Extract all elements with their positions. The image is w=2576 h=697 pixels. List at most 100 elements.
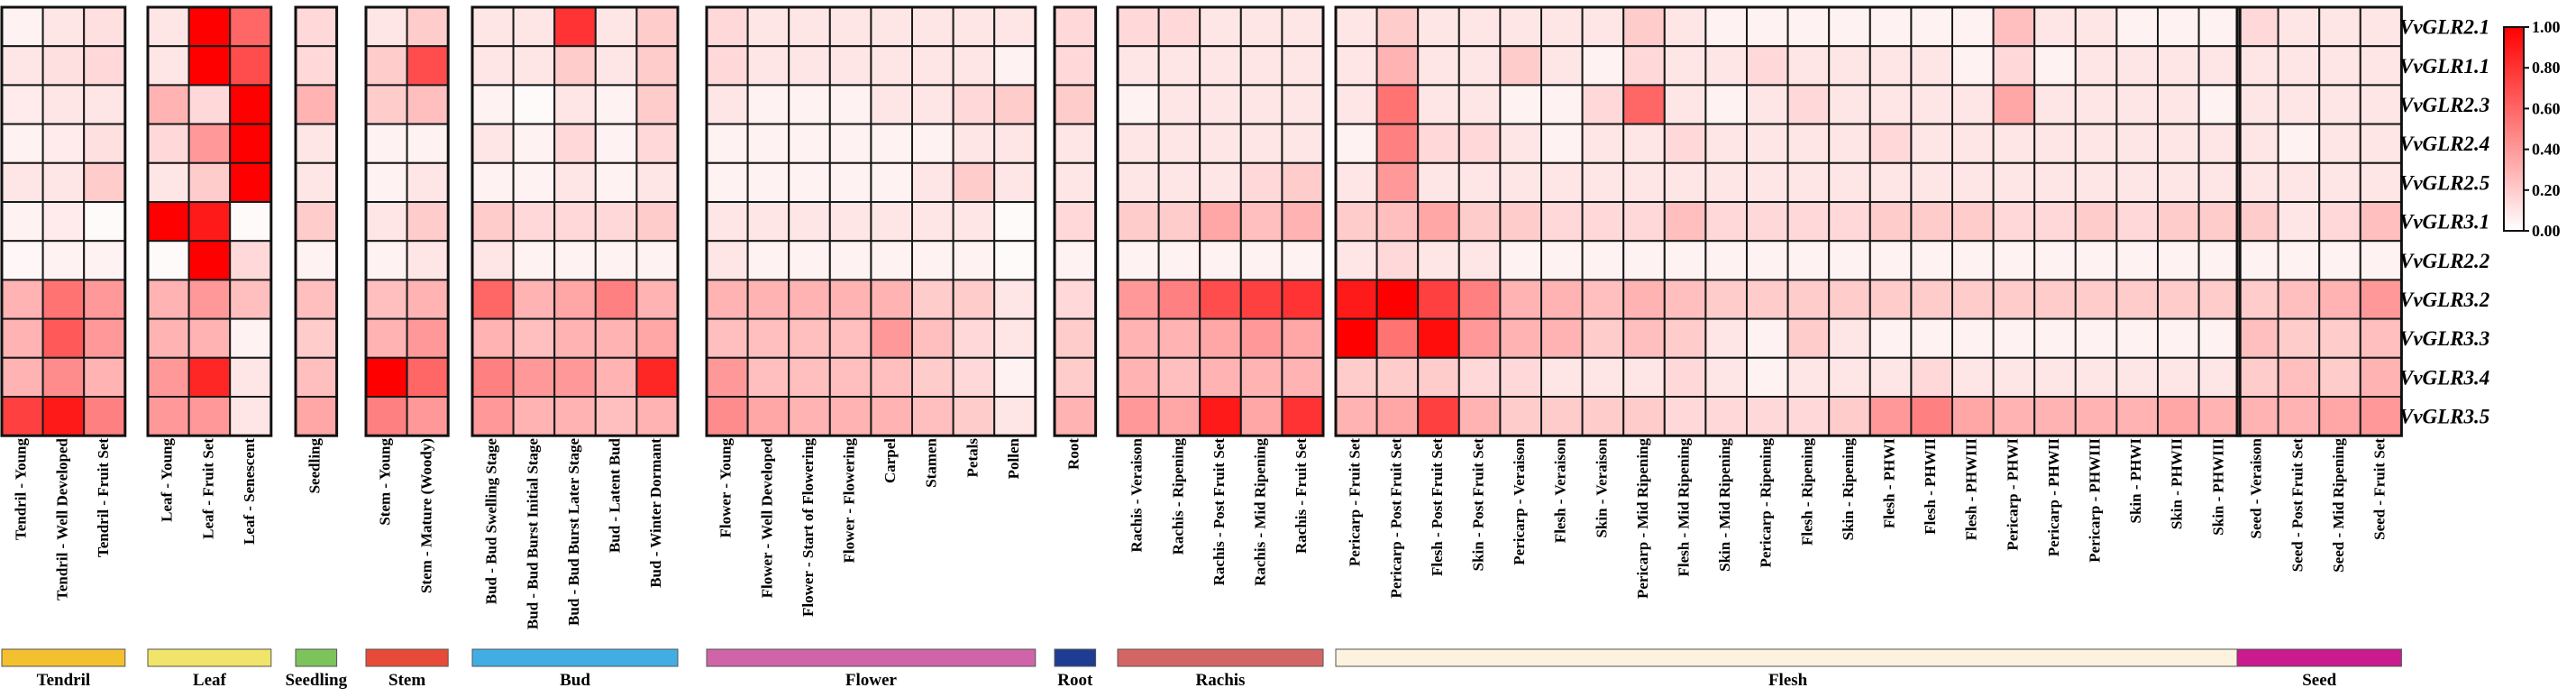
heatmap-cell bbox=[1117, 6, 1160, 48]
heatmap-cell bbox=[1828, 279, 1871, 320]
heatmap-cell bbox=[365, 279, 408, 320]
heatmap-cell bbox=[635, 317, 680, 359]
group-frame bbox=[1053, 5, 1098, 437]
heatmap-cell bbox=[1117, 317, 1160, 359]
column-label: Tendril - Fruit Set bbox=[95, 438, 112, 557]
heatmap-cell bbox=[2197, 317, 2242, 359]
heatmap-cell bbox=[295, 201, 338, 243]
heatmap-cell bbox=[1704, 161, 1749, 204]
heatmap-cell bbox=[1117, 161, 1160, 204]
heatmap-cell bbox=[1828, 317, 1871, 359]
heatmap-cell bbox=[635, 6, 680, 48]
heatmap-cell bbox=[553, 45, 597, 87]
legend-tick-label: 0.80 bbox=[2532, 59, 2561, 77]
legend-gradient-bar bbox=[2503, 26, 2525, 232]
heatmap-cell bbox=[2197, 6, 2242, 48]
heatmap-cell bbox=[1704, 123, 1749, 164]
heatmap-cell bbox=[187, 123, 232, 164]
heatmap-cell bbox=[1239, 201, 1283, 243]
heatmap-cell bbox=[993, 279, 1037, 320]
heatmap-cell bbox=[2318, 279, 2361, 320]
heatmap-cell bbox=[1992, 279, 2036, 320]
heatmap-cell bbox=[229, 317, 272, 359]
row-label: VvGLR3.3 bbox=[2399, 327, 2489, 350]
group-label: Root bbox=[1057, 671, 1093, 690]
heatmap-cell bbox=[1, 356, 44, 398]
heatmap-cell bbox=[1786, 356, 1831, 398]
heatmap-cell bbox=[2033, 317, 2077, 359]
heatmap-cell bbox=[365, 317, 408, 359]
heatmap-cell bbox=[1199, 201, 1242, 243]
column-label: Flower - Young bbox=[717, 438, 735, 538]
heatmap-cell bbox=[406, 201, 450, 243]
heatmap-cell bbox=[83, 317, 126, 359]
heatmap-cell bbox=[1540, 201, 1584, 243]
heatmap-cell bbox=[911, 240, 955, 281]
heatmap-cell bbox=[1828, 396, 1871, 437]
heatmap-cell bbox=[1951, 356, 1995, 398]
group-bar bbox=[147, 648, 272, 667]
heatmap-cell bbox=[1054, 317, 1097, 359]
heatmap-cell bbox=[1054, 356, 1097, 398]
heatmap-cell bbox=[365, 6, 408, 48]
row-label: VvGLR2.1 bbox=[2399, 16, 2489, 39]
heatmap-cell bbox=[706, 6, 749, 48]
heatmap-cell bbox=[41, 356, 86, 398]
heatmap-cell bbox=[1540, 161, 1584, 204]
heatmap-cell bbox=[1499, 240, 1543, 281]
heatmap-cell bbox=[365, 396, 408, 437]
heatmap-cell bbox=[1828, 240, 1871, 281]
heatmap-cell bbox=[594, 317, 638, 359]
heatmap-cell bbox=[746, 317, 790, 359]
heatmap-cell bbox=[2033, 6, 2077, 48]
heatmap-cell bbox=[1054, 123, 1097, 164]
heatmap-cell bbox=[295, 161, 338, 204]
heatmap-cell bbox=[594, 45, 638, 87]
heatmap-cell bbox=[1239, 84, 1283, 125]
heatmap-cell bbox=[406, 45, 450, 87]
heatmap-cell bbox=[2074, 123, 2118, 164]
group-bars: Tendril Leaf Seedling Stem Bud Flower Root Rach… bbox=[1, 648, 2402, 690]
column-label: Stem - Mature (Woody) bbox=[417, 438, 434, 593]
heatmap-cell bbox=[2157, 240, 2200, 281]
heatmap-cell bbox=[635, 356, 680, 398]
heatmap-cell bbox=[147, 123, 190, 164]
heatmap-cell bbox=[1992, 317, 2036, 359]
heatmap-cell bbox=[2318, 240, 2361, 281]
heatmap-cell bbox=[594, 240, 638, 281]
heatmap-cell bbox=[1, 123, 44, 164]
heatmap-cell bbox=[2236, 317, 2279, 359]
group-frame bbox=[1116, 5, 1325, 437]
heatmap-cell bbox=[1239, 396, 1283, 437]
column-label: Pollen bbox=[1005, 437, 1022, 479]
heatmap-cell bbox=[229, 240, 272, 281]
heatmap-cell bbox=[2074, 6, 2118, 48]
heatmap-cell bbox=[406, 317, 450, 359]
heatmap-cell bbox=[1704, 84, 1749, 125]
heatmap-cell bbox=[295, 396, 338, 437]
heatmap-cell bbox=[788, 201, 831, 243]
heatmap-cell bbox=[295, 279, 338, 320]
column-label: Carpel bbox=[882, 438, 899, 483]
heatmap-cell bbox=[1868, 356, 1913, 398]
heatmap-cell bbox=[1, 45, 44, 87]
heatmap-cell bbox=[870, 279, 914, 320]
heatmap-cell bbox=[2318, 6, 2361, 48]
heatmap-cell bbox=[1992, 356, 2036, 398]
heatmap-cell bbox=[1199, 6, 1242, 48]
heatmap-cell bbox=[1868, 84, 1913, 125]
column-label: Flower - Start of Flowering bbox=[799, 438, 817, 617]
heatmap-cell bbox=[952, 317, 996, 359]
heatmap-cell bbox=[1117, 201, 1160, 243]
heatmap-cell bbox=[1622, 161, 1666, 204]
row-labels: VvGLR2.1 VvGLR1.1 VvGLR2.3 VvGLR2.4 VvGLR2.5… bbox=[2399, 16, 2489, 428]
heatmap-cell bbox=[746, 240, 790, 281]
heatmap-cell bbox=[1417, 45, 1460, 87]
heatmap-cell bbox=[1417, 396, 1460, 437]
heatmap-cell bbox=[83, 45, 126, 87]
heatmap-cell bbox=[1704, 201, 1749, 243]
heatmap-cell bbox=[553, 396, 597, 437]
heatmap-cell bbox=[1375, 356, 1420, 398]
heatmap-cell bbox=[788, 356, 831, 398]
heatmap-cell bbox=[1828, 6, 1871, 48]
